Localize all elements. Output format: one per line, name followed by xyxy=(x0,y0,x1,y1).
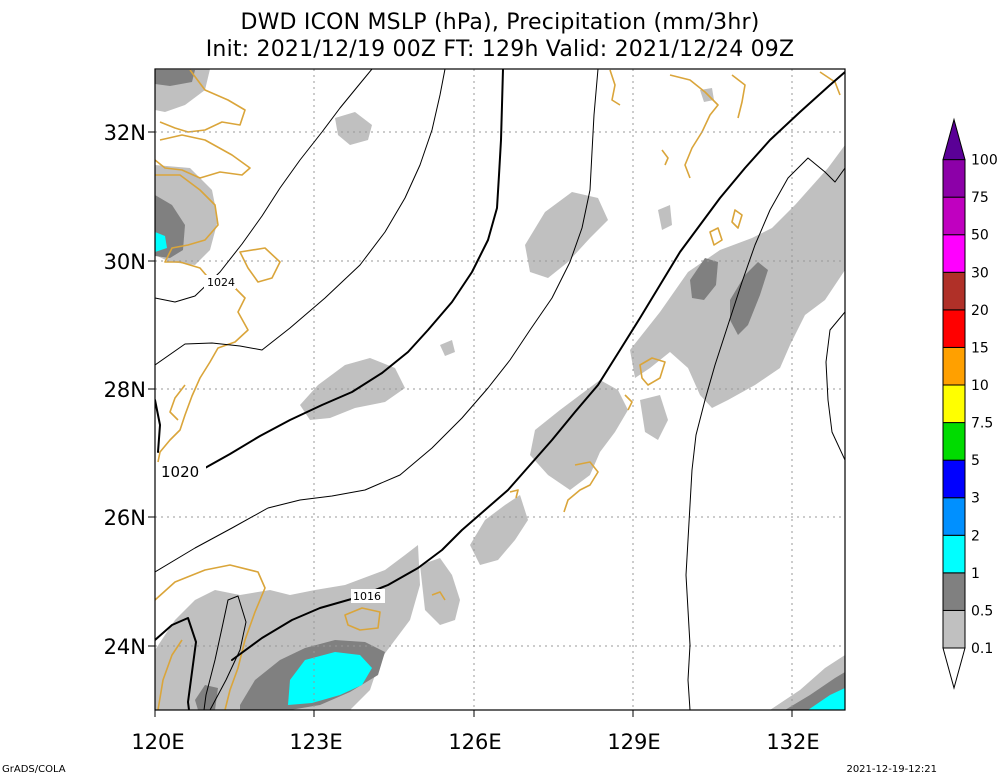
colorbar-label: 0.5 xyxy=(971,603,993,619)
lon-label-132e: 132E xyxy=(766,730,819,754)
colorbar-swatch xyxy=(942,271,966,311)
lon-label-120e: 120E xyxy=(131,730,184,754)
colorbar-label: 7.5 xyxy=(971,416,993,432)
isobar-1024 xyxy=(155,69,373,303)
colorbar-min-arrow xyxy=(942,647,966,690)
axis-ticks xyxy=(148,131,793,717)
isobar-1020 xyxy=(155,399,161,453)
isobar-1012-east xyxy=(825,311,845,461)
precip-heavy xyxy=(155,232,845,710)
isobar-label-1024: 1024 xyxy=(207,276,235,289)
colorbar-swatch xyxy=(942,459,966,499)
isobar-labels: 1024 1020 1016 xyxy=(160,275,385,603)
colorbar-label: 50 xyxy=(971,228,989,244)
colorbar-label: 75 xyxy=(971,190,989,206)
colorbar-swatch xyxy=(942,497,966,536)
isobar-label-1016: 1016 xyxy=(353,590,381,603)
isobar-1020-inner xyxy=(155,69,599,573)
lat-label-30n: 30N xyxy=(104,250,146,274)
footer-right: 2021-12-19-12:21 xyxy=(846,764,937,775)
colorbar-label: 1 xyxy=(971,566,980,582)
colorbar-swatch xyxy=(942,572,966,611)
colorbar-swatch xyxy=(942,384,966,424)
lat-labels: 32N 30N 28N 26N 24N xyxy=(104,121,146,659)
colorbar-label: 0.1 xyxy=(971,641,993,657)
lon-label-123e: 123E xyxy=(289,730,342,754)
lat-label-32n: 32N xyxy=(104,121,146,145)
colorbar-swatch xyxy=(942,309,966,348)
colorbar-swatch xyxy=(942,196,966,236)
lat-label-26n: 26N xyxy=(104,506,146,530)
colorbar-swatch xyxy=(942,534,966,574)
colorbar-label: 15 xyxy=(971,340,989,356)
lon-label-126e: 126E xyxy=(448,730,501,754)
colorbar-label: 10 xyxy=(971,378,989,394)
footer-left: GrADS/COLA xyxy=(2,764,66,775)
isobar-1020-main xyxy=(204,69,504,469)
colorbar-label: 20 xyxy=(971,303,989,319)
colorbar-max-arrow xyxy=(942,117,966,161)
lat-label-24n: 24N xyxy=(104,635,146,659)
isobar-1016-inner xyxy=(203,595,247,710)
colorbar-label: 5 xyxy=(971,453,980,469)
chart-subtitle: Init: 2021/12/19 00Z FT: 129h Valid: 202… xyxy=(205,37,795,62)
isobar-1024-south xyxy=(155,69,446,366)
isobar-1016-east xyxy=(685,157,845,710)
coastlines xyxy=(155,69,841,710)
map-area: 1024 1020 1016 xyxy=(155,69,845,710)
colorbar-swatch xyxy=(942,234,966,273)
grid-lines xyxy=(155,69,845,710)
colorbar-swatch xyxy=(942,609,966,649)
colorbar-swatch xyxy=(942,159,966,198)
colorbar-swatch xyxy=(942,422,966,461)
chart-title: DWD ICON MSLP (hPa), Precipitation (mm/3… xyxy=(240,10,760,35)
lon-labels: 120E 123E 126E 129E 132E xyxy=(131,730,819,754)
isobar-label-1020: 1020 xyxy=(161,463,199,481)
colorbar-label: 3 xyxy=(971,491,980,507)
colorbar-legend: 0.1 0.5 1 2 3 5 7.5 10 15 20 30 50 75 100 xyxy=(942,117,998,690)
colorbar-swatch xyxy=(942,346,966,386)
colorbar-label: 30 xyxy=(971,265,989,281)
lat-label-28n: 28N xyxy=(104,378,146,402)
isobar-1016 xyxy=(155,617,197,710)
colorbar-label: 2 xyxy=(971,528,980,544)
precip-light xyxy=(155,69,845,710)
lon-label-129e: 129E xyxy=(607,730,660,754)
colorbar-label: 100 xyxy=(971,153,998,169)
